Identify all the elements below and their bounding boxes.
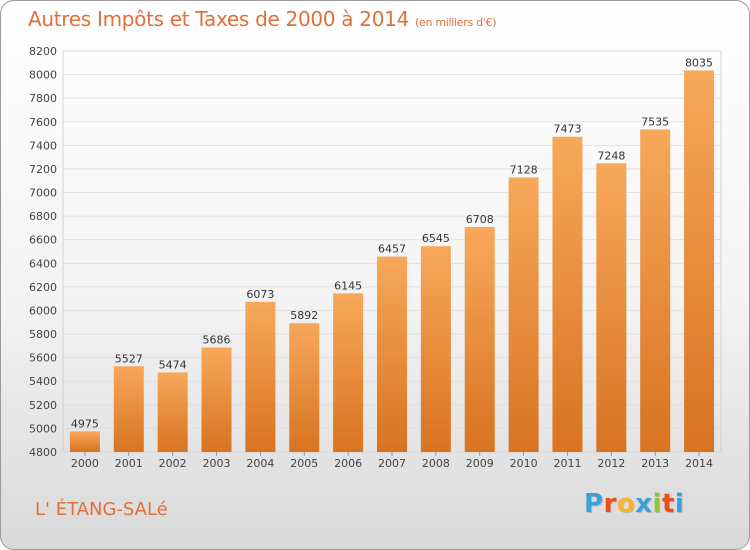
logo-letter: t bbox=[661, 489, 675, 519]
data-label: 5474 bbox=[159, 359, 187, 372]
logo-letter: i bbox=[652, 489, 662, 519]
bar bbox=[289, 323, 320, 452]
proxiti-logo: Proxiti bbox=[584, 489, 684, 519]
y-tick-label: 6000 bbox=[29, 304, 57, 317]
x-tick-label: 2004 bbox=[246, 457, 274, 470]
data-label: 7128 bbox=[510, 163, 538, 176]
data-label: 6073 bbox=[246, 288, 274, 301]
chart-subtitle: (en milliers d'€) bbox=[415, 16, 497, 29]
x-axis-ticks: 2000 2001 2002 2003 2004 2005 2006 2007 2008 2009… bbox=[71, 452, 713, 470]
commune-name: L' ÉTANG-SALé bbox=[35, 499, 168, 520]
y-tick-label: 5200 bbox=[29, 399, 57, 412]
x-tick-label: 2012 bbox=[597, 457, 625, 470]
y-tick-label: 6600 bbox=[29, 234, 57, 247]
bar bbox=[640, 129, 671, 452]
bar bbox=[201, 347, 232, 452]
x-tick-label: 2006 bbox=[334, 457, 362, 470]
data-label: 5686 bbox=[203, 334, 231, 347]
x-tick-label: 2009 bbox=[466, 457, 494, 470]
x-tick-label: 2010 bbox=[510, 457, 538, 470]
y-tick-label: 5800 bbox=[29, 328, 57, 341]
y-tick-label: 5600 bbox=[29, 352, 57, 365]
y-tick-label: 6200 bbox=[29, 281, 57, 294]
y-tick-label: 7400 bbox=[29, 139, 57, 152]
bar bbox=[113, 366, 144, 452]
data-label: 6545 bbox=[422, 232, 450, 245]
data-labels: 4975 5527 5474 5686 6073 5892 6145 6457 6545 6708… bbox=[71, 56, 713, 430]
x-tick-label: 2013 bbox=[641, 457, 669, 470]
bar bbox=[245, 301, 276, 452]
y-tick-label: 6800 bbox=[29, 210, 57, 223]
y-tick-label: 8000 bbox=[29, 69, 57, 82]
x-tick-label: 2000 bbox=[71, 457, 99, 470]
bar bbox=[157, 372, 188, 452]
data-label: 4975 bbox=[71, 417, 99, 430]
x-tick-label: 2003 bbox=[203, 457, 231, 470]
bar bbox=[464, 226, 495, 452]
y-tick-label: 7800 bbox=[29, 92, 57, 105]
bars bbox=[69, 70, 715, 453]
data-label: 6145 bbox=[334, 279, 362, 292]
y-axis-ticks: 4800 5000 5200 5400 5600 5800 6000 6200 6400 6600… bbox=[29, 45, 57, 459]
data-label: 6708 bbox=[466, 213, 494, 226]
bar bbox=[508, 177, 539, 453]
x-tick-label: 2011 bbox=[553, 457, 581, 470]
logo-letter: i bbox=[674, 489, 685, 519]
data-label: 7473 bbox=[553, 123, 581, 136]
logo-letter: r bbox=[603, 489, 617, 519]
bar bbox=[552, 136, 583, 453]
y-tick-label: 5000 bbox=[29, 422, 57, 435]
x-tick-label: 2007 bbox=[378, 457, 406, 470]
chart-title: Autres Impôts et Taxes de 2000 à 2014 (en… bbox=[28, 7, 496, 31]
logo-letter: x bbox=[635, 489, 653, 519]
logo-letter: P bbox=[584, 489, 604, 519]
y-tick-label: 5400 bbox=[29, 375, 57, 388]
y-tick-label: 4800 bbox=[29, 446, 57, 459]
logo-letter: o bbox=[616, 489, 636, 519]
y-tick-label: 7200 bbox=[29, 163, 57, 176]
data-label: 8035 bbox=[685, 56, 713, 69]
x-tick-label: 2005 bbox=[290, 457, 318, 470]
x-tick-label: 2014 bbox=[685, 457, 713, 470]
x-tick-label: 2002 bbox=[159, 457, 187, 470]
y-tick-label: 7600 bbox=[29, 116, 57, 129]
bar bbox=[69, 431, 100, 452]
x-tick-label: 2001 bbox=[115, 457, 143, 470]
y-tick-label: 6400 bbox=[29, 257, 57, 270]
bar bbox=[684, 70, 715, 452]
chart-title-text: Autres Impôts et Taxes de 2000 à 2014 bbox=[28, 7, 409, 31]
data-label: 6457 bbox=[378, 243, 406, 256]
bar bbox=[377, 256, 407, 452]
data-label: 7535 bbox=[641, 115, 669, 128]
x-tick-label: 2008 bbox=[422, 457, 450, 470]
data-label: 7248 bbox=[597, 149, 625, 162]
data-label: 5527 bbox=[115, 352, 143, 365]
bar bbox=[420, 246, 451, 452]
data-label: 5892 bbox=[290, 309, 318, 322]
bar bbox=[596, 163, 627, 452]
y-tick-label: 7000 bbox=[29, 187, 57, 200]
y-tick-label: 8200 bbox=[29, 45, 57, 58]
bar bbox=[333, 293, 364, 452]
